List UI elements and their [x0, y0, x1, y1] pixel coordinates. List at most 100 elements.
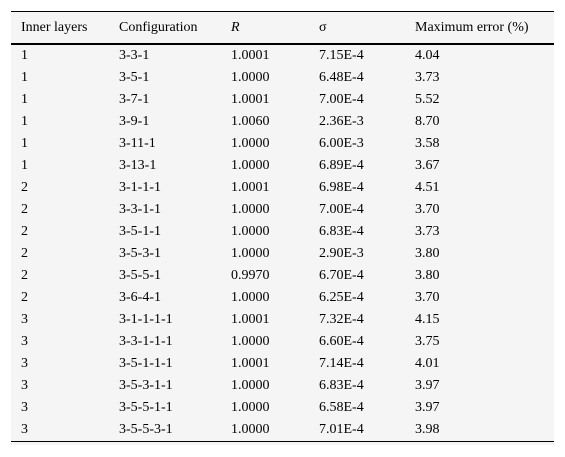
cell-maximum-error: 3.70 — [415, 202, 440, 217]
table-row: 1 3-7-1 1.0001 7.00E-4 5.52 — [11, 89, 554, 111]
cell-r: 0.9970 — [231, 268, 270, 283]
cell-sigma: 6.89E-4 — [319, 158, 364, 173]
header-maximum-error: Maximum error (%) — [405, 11, 554, 45]
cell-sigma: 7.32E-4 — [319, 312, 364, 327]
cell-maximum-error: 3.70 — [415, 290, 440, 305]
cell-sigma: 6.48E-4 — [319, 70, 364, 85]
table-row: 2 3-3-1-1 1.0000 7.00E-4 3.70 — [11, 199, 554, 221]
table-row: 2 3-5-5-1 0.9970 6.70E-4 3.80 — [11, 265, 554, 287]
table-row: 1 3-3-1 1.0001 7.15E-4 4.04 — [11, 44, 554, 67]
cell-maximum-error: 4.51 — [415, 180, 440, 195]
cell-configuration: 3-1-1-1 — [119, 180, 161, 195]
results-table-container: Inner layers Configuration R σ Maximum e… — [11, 11, 554, 445]
cell-r: 1.0001 — [231, 312, 270, 327]
cell-r: 1.0001 — [231, 48, 270, 63]
table-row: 2 3-6-4-1 1.0000 6.25E-4 3.70 — [11, 287, 554, 309]
cell-inner-layers: 1 — [21, 136, 28, 151]
cell-sigma: 2.90E-3 — [319, 246, 364, 261]
cell-r: 1.0000 — [231, 202, 270, 217]
cell-inner-layers: 1 — [21, 114, 28, 129]
cell-configuration: 3-5-1-1 — [119, 224, 161, 239]
cell-inner-layers: 3 — [21, 400, 28, 415]
cell-configuration: 3-3-1-1-1 — [119, 334, 173, 349]
cell-sigma: 7.00E-4 — [319, 202, 364, 217]
table-row: 3 3-1-1-1-1 1.0001 7.32E-4 4.15 — [11, 309, 554, 331]
cell-configuration: 3-5-3-1 — [119, 246, 161, 261]
cell-r: 1.0000 — [231, 334, 270, 349]
cell-configuration: 3-1-1-1-1 — [119, 312, 173, 327]
cell-maximum-error: 3.58 — [415, 136, 440, 151]
cell-maximum-error: 3.67 — [415, 158, 440, 173]
cell-inner-layers: 3 — [21, 378, 28, 393]
cell-r: 1.0000 — [231, 378, 270, 393]
header-sigma: σ — [309, 11, 405, 45]
table-row: 3 3-3-1-1-1 1.0000 6.60E-4 3.75 — [11, 331, 554, 353]
cell-maximum-error: 4.04 — [415, 48, 440, 63]
cell-configuration: 3-5-5-1 — [119, 268, 161, 283]
cell-inner-layers: 1 — [21, 70, 28, 85]
cell-r: 1.0000 — [231, 246, 270, 261]
header-r: R — [221, 11, 309, 45]
cell-inner-layers: 2 — [21, 268, 28, 283]
cell-sigma: 6.25E-4 — [319, 290, 364, 305]
table-row: 3 3-5-5-1-1 1.0000 6.58E-4 3.97 — [11, 397, 554, 419]
cell-sigma: 6.60E-4 — [319, 334, 364, 349]
cell-inner-layers: 2 — [21, 180, 28, 195]
cell-inner-layers: 3 — [21, 312, 28, 327]
cell-inner-layers: 3 — [21, 356, 28, 371]
cell-sigma: 7.00E-4 — [319, 92, 364, 107]
cell-sigma: 2.36E-3 — [319, 114, 364, 129]
cell-r: 1.0001 — [231, 356, 270, 371]
cell-sigma: 6.83E-4 — [319, 224, 364, 239]
cell-inner-layers: 2 — [21, 224, 28, 239]
cell-r: 1.0000 — [221, 419, 309, 442]
cell-r: 1.0001 — [231, 92, 270, 107]
cell-maximum-error: 3.73 — [415, 224, 440, 239]
results-table: Inner layers Configuration R σ Maximum e… — [11, 11, 554, 442]
cell-configuration: 3-5-5-3-1 — [109, 419, 221, 442]
table-row: 3 3-5-3-1-1 1.0000 6.83E-4 3.97 — [11, 375, 554, 397]
table-row: 1 3-5-1 1.0000 6.48E-4 3.73 — [11, 67, 554, 89]
cell-maximum-error: 8.70 — [415, 114, 440, 129]
cell-sigma: 7.14E-4 — [319, 356, 364, 371]
table-row: 1 3-11-1 1.0000 6.00E-3 3.58 — [11, 133, 554, 155]
cell-r: 1.0000 — [231, 400, 270, 415]
cell-maximum-error: 3.73 — [415, 70, 440, 85]
cell-inner-layers: 2 — [21, 290, 28, 305]
cell-inner-layers: 1 — [21, 48, 28, 63]
cell-configuration: 3-13-1 — [119, 158, 157, 173]
table-row: 2 3-1-1-1 1.0001 6.98E-4 4.51 — [11, 177, 554, 199]
cell-configuration: 3-5-1 — [119, 70, 150, 85]
table-row: 1 3-9-1 1.0060 2.36E-3 8.70 — [11, 111, 554, 133]
cell-inner-layers: 2 — [21, 202, 28, 217]
cell-r: 1.0000 — [231, 136, 270, 151]
cell-r: 1.0000 — [231, 158, 270, 173]
cell-maximum-error: 3.97 — [415, 400, 440, 415]
header-row: Inner layers Configuration R σ Maximum e… — [11, 11, 554, 45]
cell-configuration: 3-11-1 — [119, 136, 156, 151]
cell-sigma: 7.01E-4 — [309, 419, 405, 442]
cell-r: 1.0000 — [231, 290, 270, 305]
cell-configuration: 3-5-1-1-1 — [119, 356, 173, 371]
cell-maximum-error: 3.75 — [415, 334, 440, 349]
cell-sigma: 6.83E-4 — [319, 378, 364, 393]
header-inner-layers: Inner layers — [11, 11, 109, 45]
cell-configuration: 3-3-1-1 — [119, 202, 161, 217]
cell-sigma: 7.15E-4 — [319, 48, 364, 63]
cell-inner-layers: 3 — [11, 419, 109, 442]
cell-configuration: 3-3-1 — [119, 48, 150, 63]
cell-sigma: 6.98E-4 — [319, 180, 364, 195]
table-body: 1 3-3-1 1.0001 7.15E-4 4.04 1 3-5-1 1.0000 6.48E… — [11, 44, 554, 442]
cell-r: 1.0000 — [231, 70, 270, 85]
cell-inner-layers: 2 — [21, 246, 28, 261]
table-row: 2 3-5-3-1 1.0000 2.90E-3 3.80 — [11, 243, 554, 265]
cell-r: 1.0001 — [231, 180, 270, 195]
cell-configuration: 3-5-5-1-1 — [119, 400, 173, 415]
cell-configuration: 3-5-3-1-1 — [119, 378, 173, 393]
cell-maximum-error: 4.01 — [415, 356, 440, 371]
cell-sigma: 6.00E-3 — [319, 136, 364, 151]
cell-sigma: 6.58E-4 — [319, 400, 364, 415]
cell-r: 1.0060 — [231, 114, 270, 129]
cell-maximum-error: 4.15 — [415, 312, 440, 327]
cell-maximum-error: 3.80 — [415, 246, 440, 261]
